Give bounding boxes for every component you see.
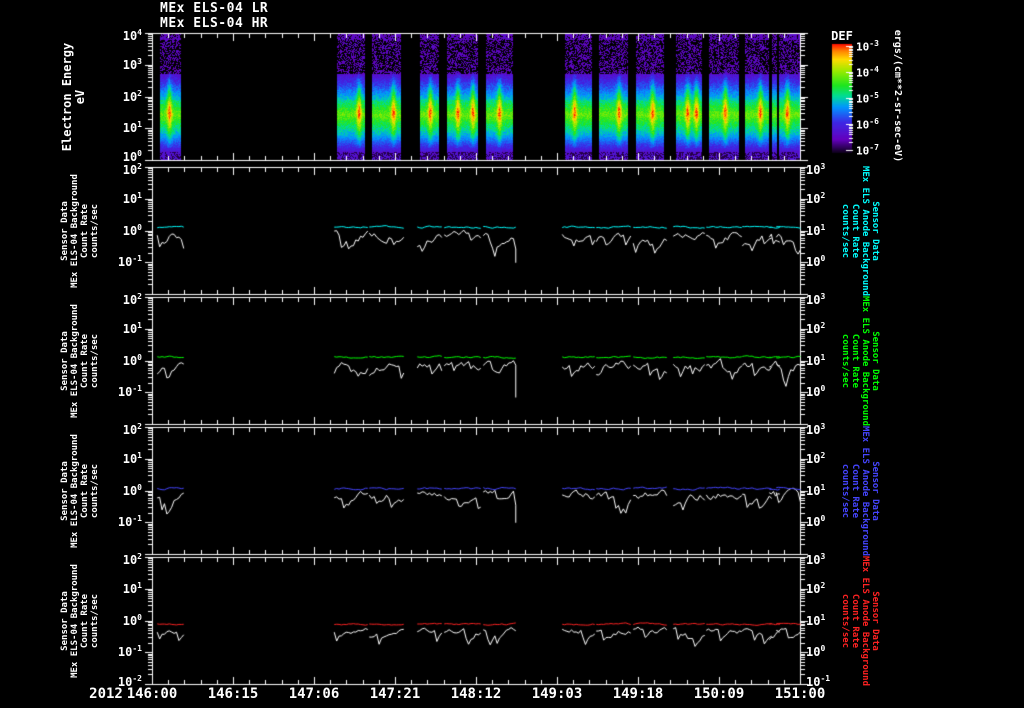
- panel5-left-y-tick-label: 10-1: [117, 644, 142, 660]
- panel2-left-y-tick-label: 101: [122, 190, 142, 206]
- colorbar-tick-label: 10-7: [856, 143, 879, 158]
- spectrogram-y-tick-label: 101: [122, 120, 142, 136]
- spectrogram-y-tick-label: 104: [122, 28, 142, 43]
- panel4-right-y-tick-label: 101: [806, 482, 826, 498]
- spectrogram-y-tick-label: 103: [122, 56, 142, 72]
- x-axis-year-label: 2012: [89, 686, 123, 702]
- panel4-right-y-tick-label: 102: [806, 450, 826, 466]
- panel5-right-y-tick-label: 102: [806, 580, 826, 596]
- colorbar-title: DEF: [831, 29, 853, 43]
- panel3-right-axis-label: Sensor Data MEx ELS Anode Background Count…: [840, 295, 880, 426]
- colorbar-tick-label: 10-3: [856, 39, 879, 54]
- panel5-right-y-tick-label: 103: [806, 552, 826, 567]
- panel3-left-y-tick-label: 102: [122, 292, 142, 307]
- panel4-left-y-tick-label: 102: [122, 422, 142, 437]
- panel2-left-y-tick-label: 10-1: [117, 254, 142, 270]
- panel2-right-y-tick-label: 100: [806, 254, 826, 270]
- panel4-left-axis-label: Sensor Data MEx ELS-04 Background Count Ra…: [60, 433, 100, 548]
- panel4-right-axis-label: Sensor Data MEx ELS Anode Background Count…: [840, 425, 880, 556]
- x-axis-tick-label: 149:18: [612, 686, 664, 702]
- panel2-right-y-tick-label: 101: [806, 222, 826, 238]
- panel2-right-y-tick-label: 103: [806, 162, 826, 177]
- panel5-right-y-tick-label: 100: [806, 644, 826, 660]
- panel5-right-axis-label: Sensor Data MEx ELS Anode Background Count…: [840, 555, 880, 686]
- plot-title-lr: MEx ELS-04 LR: [160, 1, 269, 16]
- x-axis-tick-label: 148:12: [450, 686, 502, 702]
- panel5-left-y-tick-label: 100: [122, 612, 142, 628]
- x-axis-tick-label: 147:21: [369, 686, 421, 702]
- colorbar-tick-label: 10-6: [856, 117, 879, 132]
- panel4-right-y-tick-label: 103: [806, 422, 826, 437]
- panel3-left-axis-label: Sensor Data MEx ELS-04 Background Count Ra…: [60, 303, 100, 418]
- panel5-right-bottom-y-tick-label: 10-1: [806, 674, 831, 689]
- x-axis-tick-label: 146:00: [126, 686, 178, 702]
- electron-energy-axis-label: Electron Energy eV: [60, 42, 87, 151]
- panel4-left-y-tick-label: 101: [122, 450, 142, 466]
- panel3-right-y-tick-label: 103: [806, 292, 826, 307]
- panel2-left-axis-label: Sensor Data MEx ELS-04 Background Count Ra…: [60, 173, 100, 288]
- x-axis-tick-label: 150:09: [693, 686, 745, 702]
- panel2-right-axis-label: Sensor Data MEx ELS Anode Background Count…: [840, 165, 880, 296]
- panel5-right-y-tick-label: 101: [806, 612, 826, 628]
- panel4-left-y-tick-label: 10-1: [117, 514, 142, 530]
- panel5-left-y-tick-label: 102: [122, 552, 142, 567]
- panel5-left-axis-label: Sensor Data MEx ELS-04 Background Count Ra…: [60, 563, 100, 678]
- panel3-right-y-tick-label: 102: [806, 320, 826, 336]
- x-axis-tick-label: 149:03: [531, 686, 583, 702]
- spectrogram-y-tick-label: 100: [122, 149, 142, 164]
- panel2-left-y-tick-label: 100: [122, 222, 142, 238]
- panel2-left-y-tick-label: 102: [122, 162, 142, 177]
- spectrogram-y-tick-label: 102: [122, 88, 142, 104]
- panel5-left-bottom-y-tick-label: 10-2: [117, 674, 142, 689]
- plot-title-hr: MEx ELS-04 HR: [160, 16, 269, 31]
- panel2-right-y-tick-label: 102: [806, 190, 826, 206]
- panel5-left-y-tick-label: 101: [122, 580, 142, 596]
- x-axis-tick-label: 151:00: [774, 686, 826, 702]
- panel4-right-y-tick-label: 100: [806, 514, 826, 530]
- panel3-left-y-tick-label: 10-1: [117, 384, 142, 400]
- x-axis-tick-label: 146:15: [207, 686, 259, 702]
- panel3-left-y-tick-label: 101: [122, 320, 142, 336]
- x-axis-tick-label: 147:06: [288, 686, 340, 702]
- panel3-left-y-tick-label: 100: [122, 352, 142, 368]
- panel4-left-y-tick-label: 100: [122, 482, 142, 498]
- colorbar-tick-label: 10-4: [856, 65, 879, 80]
- panel3-right-y-tick-label: 100: [806, 384, 826, 400]
- colorbar-tick-label: 10-5: [856, 91, 879, 106]
- panel3-right-y-tick-label: 101: [806, 352, 826, 368]
